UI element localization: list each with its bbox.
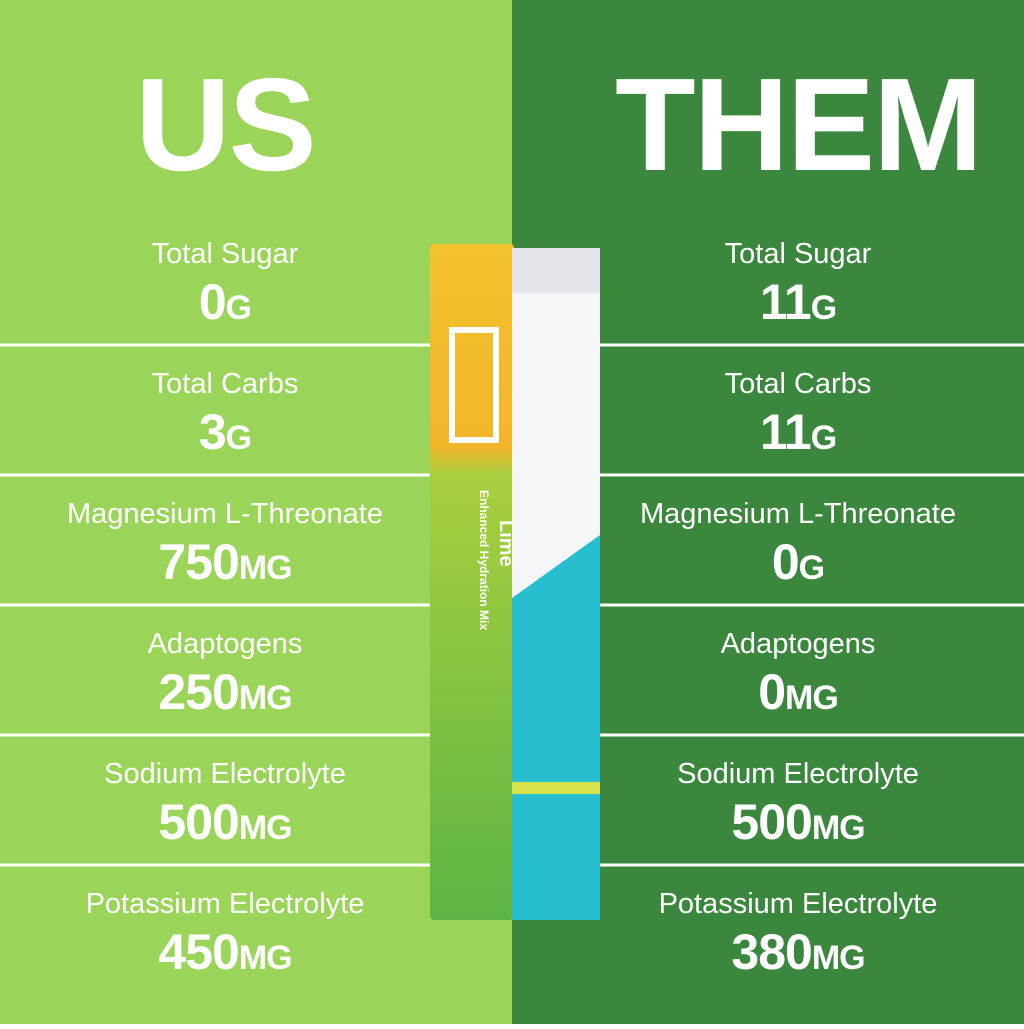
amount: 0 [758,664,785,720]
amount: 11 [760,404,811,460]
packet-stripe [512,782,600,794]
unit: G [811,419,836,457]
row-label: Magnesium L-Threonate [640,498,956,530]
row-label: Total Sugar [725,238,872,270]
row-value: 500MG [158,794,291,850]
unit: G [226,289,251,327]
us-packet [430,244,514,920]
row-value: 0G [199,274,251,330]
row-label: Sodium Electrolyte [104,758,346,790]
unit: MG [239,939,292,977]
row-value: 3G [199,404,251,460]
unit: MG [239,679,292,717]
row-value: 450MG [158,924,291,980]
row-label: Adaptogens [148,628,303,660]
column-heading: THEM [615,51,981,198]
row-label: Potassium Electrolyte [659,888,938,920]
packets: Lime Enhanced Hydration Mix [430,244,600,920]
amount: 250 [158,664,238,720]
unit: G [811,289,836,327]
amount: 0 [199,274,226,330]
row-label: Sodium Electrolyte [677,758,919,790]
unit: MG [239,809,292,847]
us-panel [0,0,512,1024]
unit: MG [812,809,865,847]
amount: 3 [199,404,226,460]
row-label: Total Sugar [152,238,299,270]
packet-flavor: Lime [495,520,517,567]
row-label: Total Carbs [152,368,299,400]
amount: 500 [158,794,238,850]
amount: 500 [731,794,811,850]
packet-logo [449,327,499,443]
row-label: Potassium Electrolyte [86,888,365,920]
unit: MG [239,549,292,587]
amount: 450 [158,924,238,980]
row-value: 11G [760,274,836,330]
row-value: 0G [772,534,824,590]
row-label: Adaptogens [721,628,876,660]
packet-seal [512,248,600,293]
row-label: Magnesium L-Threonate [67,498,383,530]
amount: 11 [760,274,811,330]
column-heading: US [135,51,314,198]
row-value: 750MG [158,534,291,590]
unit: G [226,419,251,457]
row-value: 0MG [758,664,838,720]
amount: 0 [772,534,799,590]
unit: MG [812,939,865,977]
packet-tagline: Enhanced Hydration Mix [477,490,491,630]
amount: 380 [731,924,811,980]
row-label: Total Carbs [725,368,872,400]
unit: G [799,549,824,587]
row-value: 500MG [731,794,864,850]
row-value: 250MG [158,664,291,720]
row-value: 11G [760,404,836,460]
row-value: 380MG [731,924,864,980]
packet-teal [512,535,600,920]
amount: 750 [158,534,238,590]
unit: MG [785,679,838,717]
